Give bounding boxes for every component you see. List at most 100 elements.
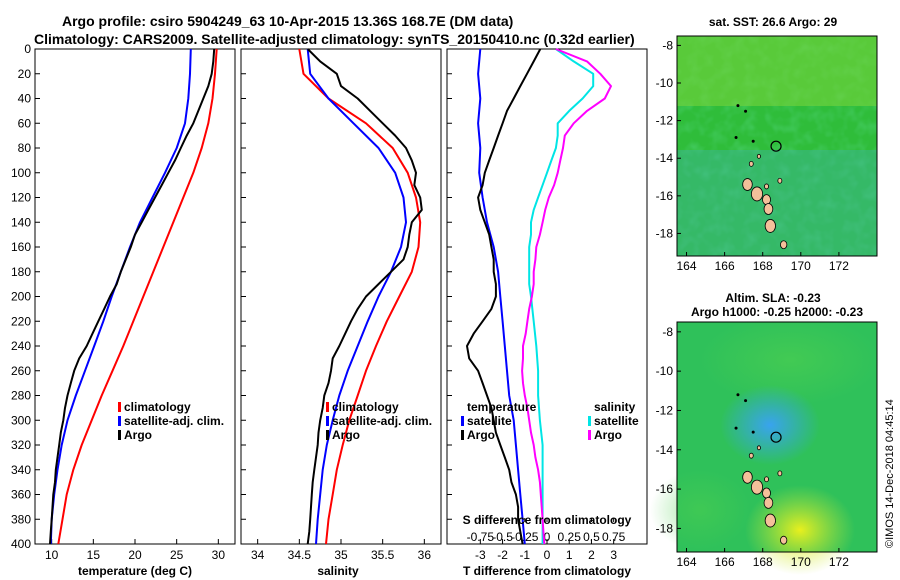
s-difference-axis-ticks: -0.75-0.5-0.25 0 0.25 0.5 0.75 — [467, 518, 626, 544]
island — [764, 513, 776, 528]
series-line-satellite-adj-clim- — [49, 48, 192, 545]
top-tick-label: 0.75 — [602, 530, 626, 544]
top-tick-label: 0.25 — [558, 530, 582, 544]
map-y-tick-label: -14 — [656, 151, 674, 165]
y-tick-label: 0 — [24, 42, 31, 56]
top-tick-label: 0 — [544, 530, 551, 544]
map-x-tick-label: 170 — [791, 555, 811, 569]
island — [751, 186, 764, 202]
map-y-tick-label: -16 — [656, 189, 674, 203]
y-tick-label: 240 — [11, 339, 31, 353]
t-difference-xlabel: T difference from climatology — [463, 564, 631, 578]
x-tick-label: 34.5 — [288, 548, 312, 562]
series-line-t-argo — [466, 48, 542, 545]
x-tick-label: 35 — [334, 548, 348, 562]
sla-map: Altim. SLA: -0.23 Argo h1000: -0.25 h200… — [650, 291, 880, 575]
sst-map-title: sat. SST: 26.6 Argo: 29 — [709, 15, 838, 29]
y-tick-label: 340 — [11, 463, 31, 477]
y-tick-label: 60 — [18, 116, 32, 130]
legend-label-argo: Argo — [332, 428, 360, 442]
sst-warm-band — [677, 36, 877, 106]
sst-cool-band — [677, 150, 877, 256]
sla-argo-marker — [770, 431, 782, 443]
map-y-tick-label: -8 — [662, 325, 673, 339]
y-tick-label: 400 — [11, 537, 31, 551]
difference-y-ticks — [447, 48, 452, 545]
sla-green-lobe-sw — [650, 470, 750, 550]
legend-label-argo: Argo — [124, 428, 152, 442]
sst-map: sat. SST: 26.6 Argo: 29 164 166 168 170 172 -… — [656, 15, 878, 273]
x-tick-label: 3 — [610, 548, 617, 562]
legend-label-climatology: climatology — [124, 400, 191, 414]
y-tick-label: 160 — [11, 240, 31, 254]
map-y-tick-label: -12 — [656, 403, 674, 417]
map-x-tick-label: 170 — [791, 259, 811, 273]
sst-map-frame — [676, 35, 878, 257]
island — [742, 470, 753, 484]
sla-map-frame — [676, 321, 878, 553]
y-tick-label: 280 — [11, 389, 31, 403]
map-x-tick-label: 166 — [715, 555, 735, 569]
sla-green-lobe — [700, 315, 880, 405]
legend-heading-temperature: temperature — [467, 400, 537, 414]
map-y-tick-label: -8 — [662, 38, 673, 52]
temperature-xlabel: temperature (deg C) — [78, 564, 192, 578]
x-tick-label: -2 — [497, 548, 508, 562]
island — [763, 496, 774, 509]
island — [742, 178, 753, 191]
salinity-axis-ticks: 34 34.5 35 35.5 36 — [251, 539, 431, 562]
legend-label-climatology: climatology — [332, 400, 399, 414]
top-tick-label: -0.75 — [467, 530, 495, 544]
islet — [751, 430, 755, 434]
legend-swatch-t-argo — [461, 430, 464, 440]
legend-label-s-argo: Argo — [594, 428, 622, 442]
map-x-tick-label: 164 — [677, 555, 697, 569]
y-tick-label: 220 — [11, 314, 31, 328]
map-y-tick-label: -10 — [656, 364, 674, 378]
y-tick-label: 100 — [11, 166, 31, 180]
series-line-satellite-adj-clim- — [306, 48, 407, 545]
sla-map-subtitle: Argo h1000: -0.25 h2000: -0.23 — [691, 305, 863, 319]
map-y-tick-label: -16 — [656, 482, 674, 496]
island — [748, 452, 754, 459]
island — [751, 479, 764, 495]
legend-swatch-climatology — [118, 402, 121, 412]
legend-swatch-t-satellite — [461, 416, 464, 426]
islet — [744, 109, 748, 113]
series-line-argo — [49, 48, 216, 545]
difference-lines — [466, 48, 612, 545]
sla-low-anomaly — [720, 385, 820, 465]
y-tick-label: 360 — [11, 488, 31, 502]
legend-label-t-argo: Argo — [467, 428, 495, 442]
map-y-tick-label: -14 — [656, 443, 674, 457]
sla-map-ticks: 164 166 168 170 172 -8 -10 -12 -14 -16 -18 — [656, 325, 850, 569]
y-tick-label: 300 — [11, 413, 31, 427]
x-tick-label: 0 — [544, 548, 551, 562]
island — [763, 203, 774, 215]
islet — [751, 139, 755, 143]
y-tick-label: 120 — [11, 191, 31, 205]
map-x-tick-label: 172 — [829, 555, 849, 569]
series-line-argo — [306, 48, 423, 545]
difference-plot-frame — [446, 48, 648, 545]
x-tick-label: 25 — [170, 548, 184, 562]
sst-argo-marker — [770, 140, 782, 152]
legend-swatch-s-satellite — [588, 416, 591, 426]
legend-swatch-climatology — [326, 402, 329, 412]
map-x-tick-label: 166 — [715, 259, 735, 273]
legend-label-s-satellite: satellite — [594, 414, 639, 428]
island — [762, 194, 771, 205]
island — [777, 470, 783, 477]
map-y-tick-label: -18 — [656, 521, 674, 535]
y-tick-label: 180 — [11, 265, 31, 279]
temperature-legend: climatology satellite-adj. clim. Argo — [118, 400, 224, 442]
y-tick-label: 20 — [18, 67, 32, 81]
y-tick-label: 260 — [11, 364, 31, 378]
x-tick-label: 15 — [87, 548, 101, 562]
map-x-tick-label: 172 — [829, 259, 849, 273]
map-x-tick-label: 168 — [753, 259, 773, 273]
map-y-tick-label: -10 — [656, 76, 674, 90]
x-tick-label: 35.5 — [371, 548, 395, 562]
map-x-tick-label: 168 — [753, 555, 773, 569]
